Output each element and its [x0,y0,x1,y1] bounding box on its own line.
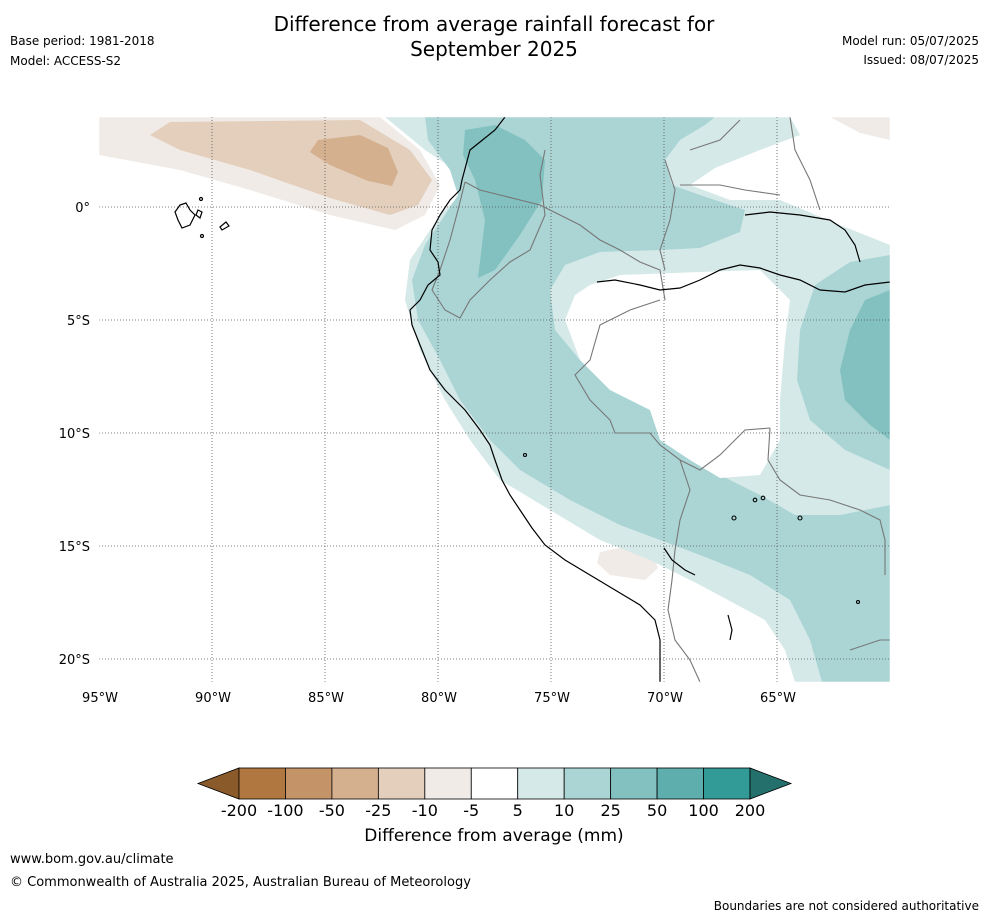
lon-label: 65°W [760,691,796,706]
legend-swatch [563,767,612,800]
legend-swatch [656,767,704,800]
legend-tick-label: 100 [688,801,719,820]
legend-tick-label: 10 [554,801,574,820]
dry-anomaly-strong [310,135,398,186]
legend-swatch [470,767,519,800]
legend-tick-label: 200 [735,801,766,820]
legend-swatch [285,767,333,800]
longitude-labels: 95°W 90°W 85°W 80°W 75°W 70°W 65°W [82,691,796,706]
lon-label: 70°W [647,691,683,706]
legend-tick-label: -5 [463,801,479,820]
country-borders [431,117,890,682]
dry-anomaly-ne [830,117,890,140]
legend-tick-label: -200 [221,801,257,820]
wet-anomaly-10-25 [412,117,890,682]
map-canvas [99,117,890,682]
footer-note: Boundaries are not considered authoritat… [713,899,979,913]
footer-url[interactable]: www.bom.gov.au/climate [10,852,174,867]
latitude-labels: 0° 5°S 10°S 15°S 20°S [59,201,90,668]
title-line-2: September 2025 [410,37,578,61]
legend-swatch [517,767,565,800]
legend-tick-label: -25 [365,801,391,820]
map-title: Difference from average rainfall forecas… [0,12,988,62]
graticule [99,117,890,682]
issued-date: Issued: 08/07/2025 [863,53,979,67]
legend-tick-label: 5 [513,801,523,820]
legend-tick-label: 50 [647,801,667,820]
lat-label: 10°S [59,427,90,442]
legend-swatch [424,767,472,800]
interior-low-anomaly [565,270,790,478]
lon-label: 80°W [421,691,457,706]
legend-swatch [238,767,286,800]
model-name: Model: ACCESS-S2 [10,54,122,68]
model-run: Model run: 05/07/2025 [841,34,979,48]
legend-swatch [377,767,426,800]
lon-label: 95°W [82,691,118,706]
legend-colorbar [196,767,793,800]
coastline [409,117,890,682]
lat-label: 15°S [59,540,90,555]
lat-label: 0° [75,201,90,216]
title-line-1: Difference from average rainfall forecas… [273,12,715,36]
legend-tick-label: -100 [267,801,303,820]
legend-swatch [610,767,658,800]
legend-ticks: -200 -100 -50 -25 -10 -5 5 10 25 50 100 200 [221,801,765,820]
small-lakes [522,452,861,605]
lon-label: 90°W [195,691,231,706]
lon-label: 85°W [308,691,344,706]
legend-swatch [703,767,751,800]
meta-left: Base period: 1981-2018 Model: ACCESS-S2 [10,31,155,71]
base-period: Base period: 1981-2018 [10,34,155,48]
map-frame [98,116,891,683]
footer-copyright: © Commonwealth of Australia 2025, Austra… [10,875,471,890]
wet-anomaly-25-50-east [840,290,890,440]
legend-tick-label: -10 [412,801,438,820]
legend-tick-label: 25 [600,801,620,820]
lat-label: 20°S [59,653,90,668]
legend-tick-label: -50 [319,801,345,820]
wet-anomaly-25-50-north [463,125,545,278]
meta-right: Model run: 05/07/2025 Issued: 08/07/2025 [842,32,979,70]
legend-title: Difference from average (mm) [364,826,624,846]
legend-swatch [331,767,379,800]
legend-extend-high [749,767,793,800]
galapagos-islands [174,196,230,239]
lat-label: 5°S [67,314,90,329]
legend-extend-low [196,767,240,800]
lon-label: 75°W [534,691,570,706]
